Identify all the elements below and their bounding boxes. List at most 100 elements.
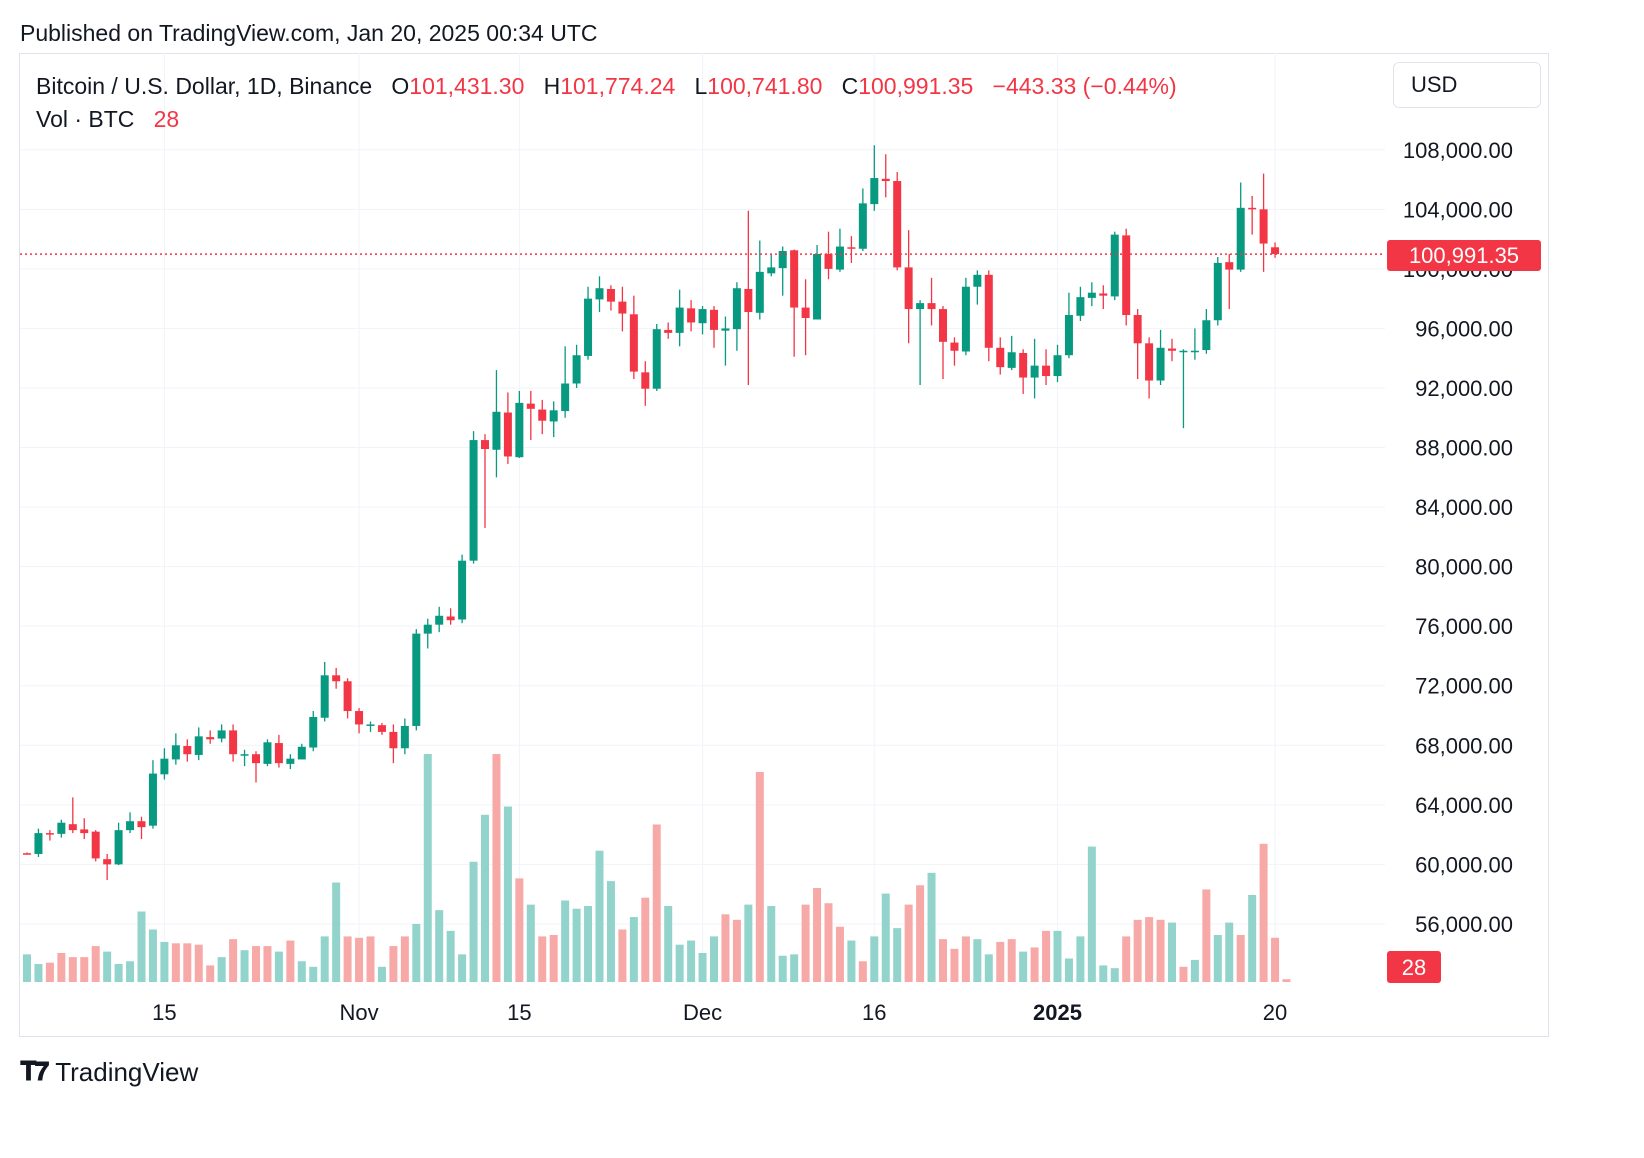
candle [103,853,112,881]
volume-bar [824,903,833,982]
candle [343,678,352,719]
volume-bar [320,936,329,982]
candle-body [710,309,718,330]
candle [171,733,180,765]
candle [1213,256,1222,326]
candle [1225,253,1234,310]
candle-body [675,307,684,333]
candle-body [1213,262,1222,321]
volume-label[interactable]: Vol · BTC [36,106,135,132]
candle [297,743,306,760]
candle [286,754,295,770]
high-value: 101,774.24 [560,73,676,99]
close-label: C [841,73,859,99]
candle-body [652,329,661,389]
candle [412,629,421,731]
candle [1259,173,1268,272]
candle-body [1076,297,1085,316]
candle [263,739,272,767]
candle [687,300,696,332]
volume-bar [858,961,867,982]
time-axis[interactable]: 15 Nov 15 Dec 16 2025 20 [152,1000,1287,1025]
candle [1110,231,1119,301]
volume-bar [412,923,421,982]
volume-bar [939,939,947,982]
volume-bar [217,957,226,982]
candle [137,816,146,840]
candle-body [824,253,833,269]
volume-bar [778,955,787,982]
candle-body [126,821,135,831]
candle-body [801,307,810,319]
candle-body [23,853,31,855]
candle-body [721,328,730,331]
candle [606,285,615,311]
volume-bar [698,952,707,982]
candle-body [1145,343,1154,381]
candle-body [641,372,650,389]
candle [80,818,89,840]
candle [91,830,100,862]
candle-body [973,274,982,287]
candle [549,401,558,438]
volume-bar [1190,959,1199,982]
candle [217,724,226,743]
y-tick-label: 88,000.00 [1415,436,1513,461]
brand-footer[interactable]: 𝐓𝟕 TradingView [20,1056,198,1088]
candle-body [561,383,570,412]
candle [229,724,238,762]
candle-body [240,754,249,756]
candle-body [606,288,615,302]
candle [515,390,524,458]
candle [618,286,627,332]
candle-body [229,730,238,755]
candle-body [1110,234,1119,297]
last-volume-badge: 28 [1387,951,1441,983]
y-tick-label: 92,000.00 [1415,376,1513,401]
candle [710,306,718,348]
x-tick-label: 16 [862,1000,886,1025]
currency-button[interactable]: USD [1393,62,1541,108]
candle [732,282,741,351]
candle [435,606,444,633]
candle [893,172,902,271]
candle-body [881,178,890,182]
volume-bar [297,961,306,982]
candle-body [91,831,100,859]
volume-bar [263,946,272,982]
candle [148,760,157,829]
candle-body [1133,315,1142,344]
volume-bar [1019,951,1028,982]
candle-body [664,329,673,333]
volume-bar [446,930,455,982]
candle-body [435,615,444,625]
volume-bar [1042,930,1051,982]
candle [469,431,478,564]
candle [675,289,684,347]
candle-body [34,833,43,854]
volume-bar [377,966,386,982]
candle [698,306,707,335]
volume-bar [996,941,1005,982]
candle [309,711,318,752]
candle-body [1259,209,1268,244]
volume-bar [572,908,581,982]
candle-body [1168,348,1176,351]
candle-body [618,301,627,314]
tradingview-logo-icon: 𝐓𝟕 [20,1056,49,1086]
candle-body [916,303,925,310]
candle [1156,329,1165,385]
candle [526,390,535,441]
candle [801,279,810,356]
candle [423,618,432,649]
candle-body [572,355,581,384]
x-tick-label: 2025 [1033,1000,1082,1025]
volume-bar [1179,966,1188,982]
volume-bar [618,929,627,982]
x-tick-label: Nov [339,1000,378,1025]
candle [503,392,512,464]
price-candles [23,145,1280,881]
candle-body [927,303,936,310]
symbol-name[interactable]: Bitcoin / U.S. Dollar, 1D, Binance [36,73,373,99]
